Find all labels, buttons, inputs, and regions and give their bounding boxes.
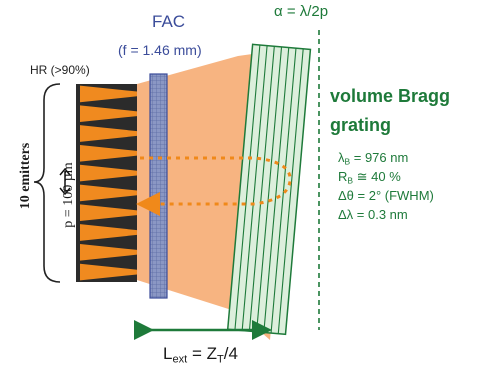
emitter — [80, 224, 137, 241]
dlambda-spec: Δλ = 0.3 nm — [338, 207, 408, 222]
lambda-subscript: B — [344, 156, 351, 167]
lext-label: Lext = ZT/4 — [163, 344, 238, 365]
r-value: ≅ 40 % — [353, 169, 401, 184]
lambda-value: = 976 nm — [350, 150, 409, 165]
lext-tail: /4 — [223, 344, 238, 363]
fac-lens — [149, 73, 168, 299]
volume-bragg-grating — [226, 43, 312, 336]
emitter — [80, 164, 137, 182]
fac-title: FAC — [152, 12, 186, 31]
emitter — [80, 243, 137, 261]
grating-line — [248, 46, 275, 332]
emitters-label: 10 emitters — [18, 142, 33, 210]
alpha-label: α = λ/2p — [274, 3, 329, 20]
grating-line — [263, 47, 290, 333]
lext-sub: ext — [172, 353, 188, 366]
emitter — [80, 204, 137, 222]
dtheta-spec: Δθ = 2° (FWHM) — [338, 188, 434, 203]
r-subscript: B — [347, 175, 354, 186]
r-b-spec: RB ≅ 40 % — [338, 169, 401, 186]
r-symbol: R — [338, 169, 348, 184]
vbg-title: volume Bragg grating — [330, 86, 451, 135]
lambda-b-spec: λB = 976 nm — [338, 150, 408, 167]
emitter — [80, 144, 137, 162]
emitter — [80, 105, 137, 123]
lambda-symbol: λ — [338, 150, 345, 165]
lext-sub-t: T — [216, 353, 224, 366]
pitch-label: p = 100 µm — [61, 162, 76, 228]
emitter — [80, 263, 137, 281]
emitter — [80, 184, 137, 202]
hr-label: HR (>90%) — [30, 63, 90, 77]
grating-line — [234, 44, 261, 330]
grating-line — [270, 48, 297, 334]
lext-main: L — [163, 344, 173, 363]
grating-line — [277, 48, 304, 334]
feedback-path — [136, 156, 292, 216]
fac-focal-length: (f = 1.46 mm) — [118, 42, 202, 58]
emitters-brace — [33, 83, 61, 283]
grating-line — [241, 45, 268, 331]
emitter — [80, 125, 137, 142]
laser-bar — [76, 84, 137, 282]
lext-eq: = Z — [187, 344, 217, 363]
emitter — [80, 85, 137, 103]
grating-line — [256, 46, 283, 332]
